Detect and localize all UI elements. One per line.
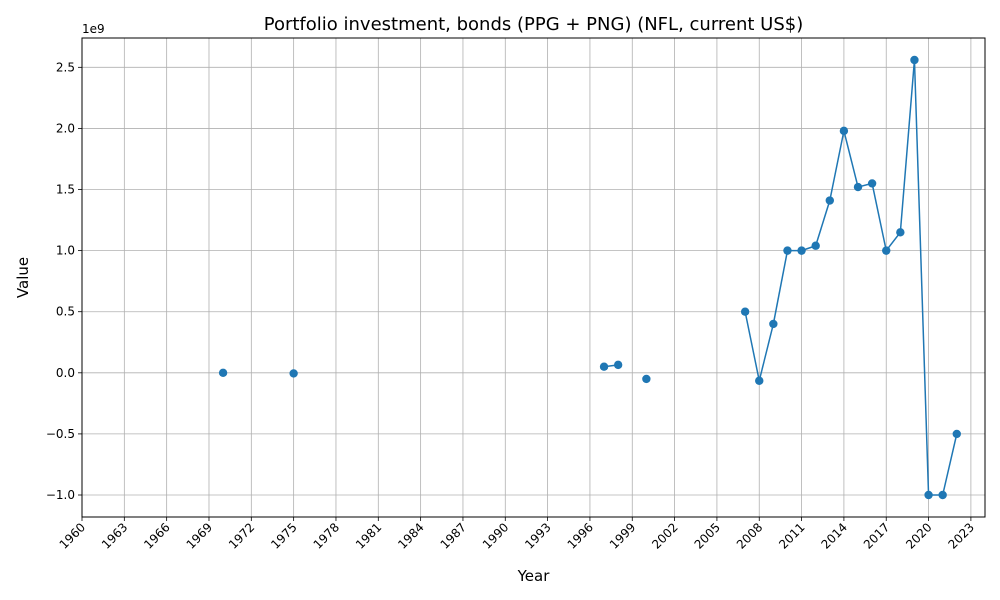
data-point <box>599 362 609 371</box>
data-point <box>896 228 905 237</box>
y-tick-label: 0.0 <box>56 366 75 380</box>
series-line-segment <box>941 433 958 496</box>
series-line-segment <box>913 59 930 496</box>
data-point <box>910 55 919 65</box>
series-line-segment <box>772 250 789 325</box>
y-tick-label: 1.0 <box>56 244 75 258</box>
data-point <box>218 368 228 378</box>
y-tick-label: 2.5 <box>56 60 75 74</box>
data-point <box>839 126 849 136</box>
grid <box>81 38 985 517</box>
data-point <box>924 490 933 500</box>
data-point <box>825 196 834 205</box>
plot-frame <box>81 37 986 518</box>
y-tick-label: 0.5 <box>56 305 75 319</box>
series-line-segment <box>814 200 831 246</box>
series-line-segment <box>829 130 845 201</box>
data-point <box>938 490 947 500</box>
series-line-segment <box>744 311 760 381</box>
y-axis: −1.0 −0.5 0.0 0.5 1.0 1.5 2.0 2.5 <box>46 60 82 502</box>
data-point <box>867 179 877 188</box>
data-point <box>882 246 891 255</box>
data-point <box>797 246 806 255</box>
data-point <box>613 360 623 370</box>
y-offset-label: 1e9 <box>82 22 105 36</box>
data-point <box>769 319 778 329</box>
data-point <box>755 376 764 385</box>
data-point <box>952 429 961 439</box>
y-tick-label: −1.0 <box>46 488 75 502</box>
y-tick-label: 2.0 <box>56 121 75 135</box>
data-point <box>853 182 863 192</box>
data-point <box>289 369 298 378</box>
x-axis-label: Year <box>517 567 551 585</box>
data-point <box>811 241 820 250</box>
y-tick-label: −0.5 <box>46 427 75 441</box>
series-line-segment <box>871 183 887 251</box>
series-line-segment <box>843 130 859 188</box>
data-point <box>740 307 750 316</box>
data-point <box>642 374 651 384</box>
series-line-segment <box>758 323 775 381</box>
series <box>218 55 961 500</box>
y-axis-label: Value <box>14 257 32 298</box>
series-line-segment <box>899 59 916 233</box>
chart-title: Portfolio investment, bonds (PPG + PNG) … <box>264 14 804 35</box>
y-tick-label: 1.5 <box>56 183 75 197</box>
data-point <box>783 246 792 255</box>
